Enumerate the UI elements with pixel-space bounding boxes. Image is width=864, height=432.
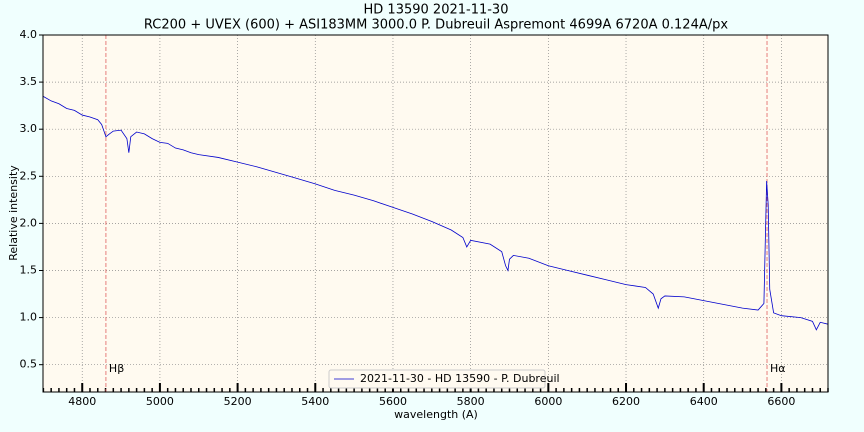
x-tick-label: 6600: [767, 395, 795, 408]
x-tick-label: 5600: [379, 395, 407, 408]
y-axis-label: Relative intensity: [7, 165, 20, 261]
plot-frame: [42, 34, 829, 393]
x-tick-label: 6400: [690, 395, 718, 408]
chart-subtitle: RC200 + UVEX (600) + ASI183MM 3000.0 P. …: [144, 18, 728, 33]
plot-background: [43, 35, 828, 392]
spectrum-line: [42, 95, 829, 331]
chart-title: HD 13590 2021-11-30: [364, 3, 509, 18]
reference-label: Hα: [770, 362, 786, 375]
y-tick-label: 3.5: [20, 75, 38, 88]
reference-label: Hβ: [109, 362, 124, 375]
x-axis-label: wavelength (A): [394, 408, 478, 421]
x-tick-label: 4800: [68, 395, 96, 408]
x-tick-label: 6200: [612, 395, 640, 408]
x-tick-label: 5400: [301, 395, 329, 408]
x-tick-label: 5000: [146, 395, 174, 408]
y-tick-label: 2.5: [20, 169, 38, 182]
x-tick-label: 5800: [457, 395, 485, 408]
y-tick-label: 1.5: [20, 263, 38, 276]
y-tick-label: 0.5: [20, 358, 38, 371]
legend-box: [328, 369, 546, 389]
legend-label: 2021-11-30 - HD 13590 - P. Dubreuil: [360, 372, 560, 385]
y-tick-label: 2.0: [20, 216, 38, 229]
y-tick-label: 4.0: [20, 28, 38, 41]
y-tick-label: 3.0: [20, 122, 38, 135]
x-tick-label: 6000: [534, 395, 562, 408]
y-tick-label: 1.0: [20, 311, 38, 324]
x-tick-label: 5200: [224, 395, 252, 408]
